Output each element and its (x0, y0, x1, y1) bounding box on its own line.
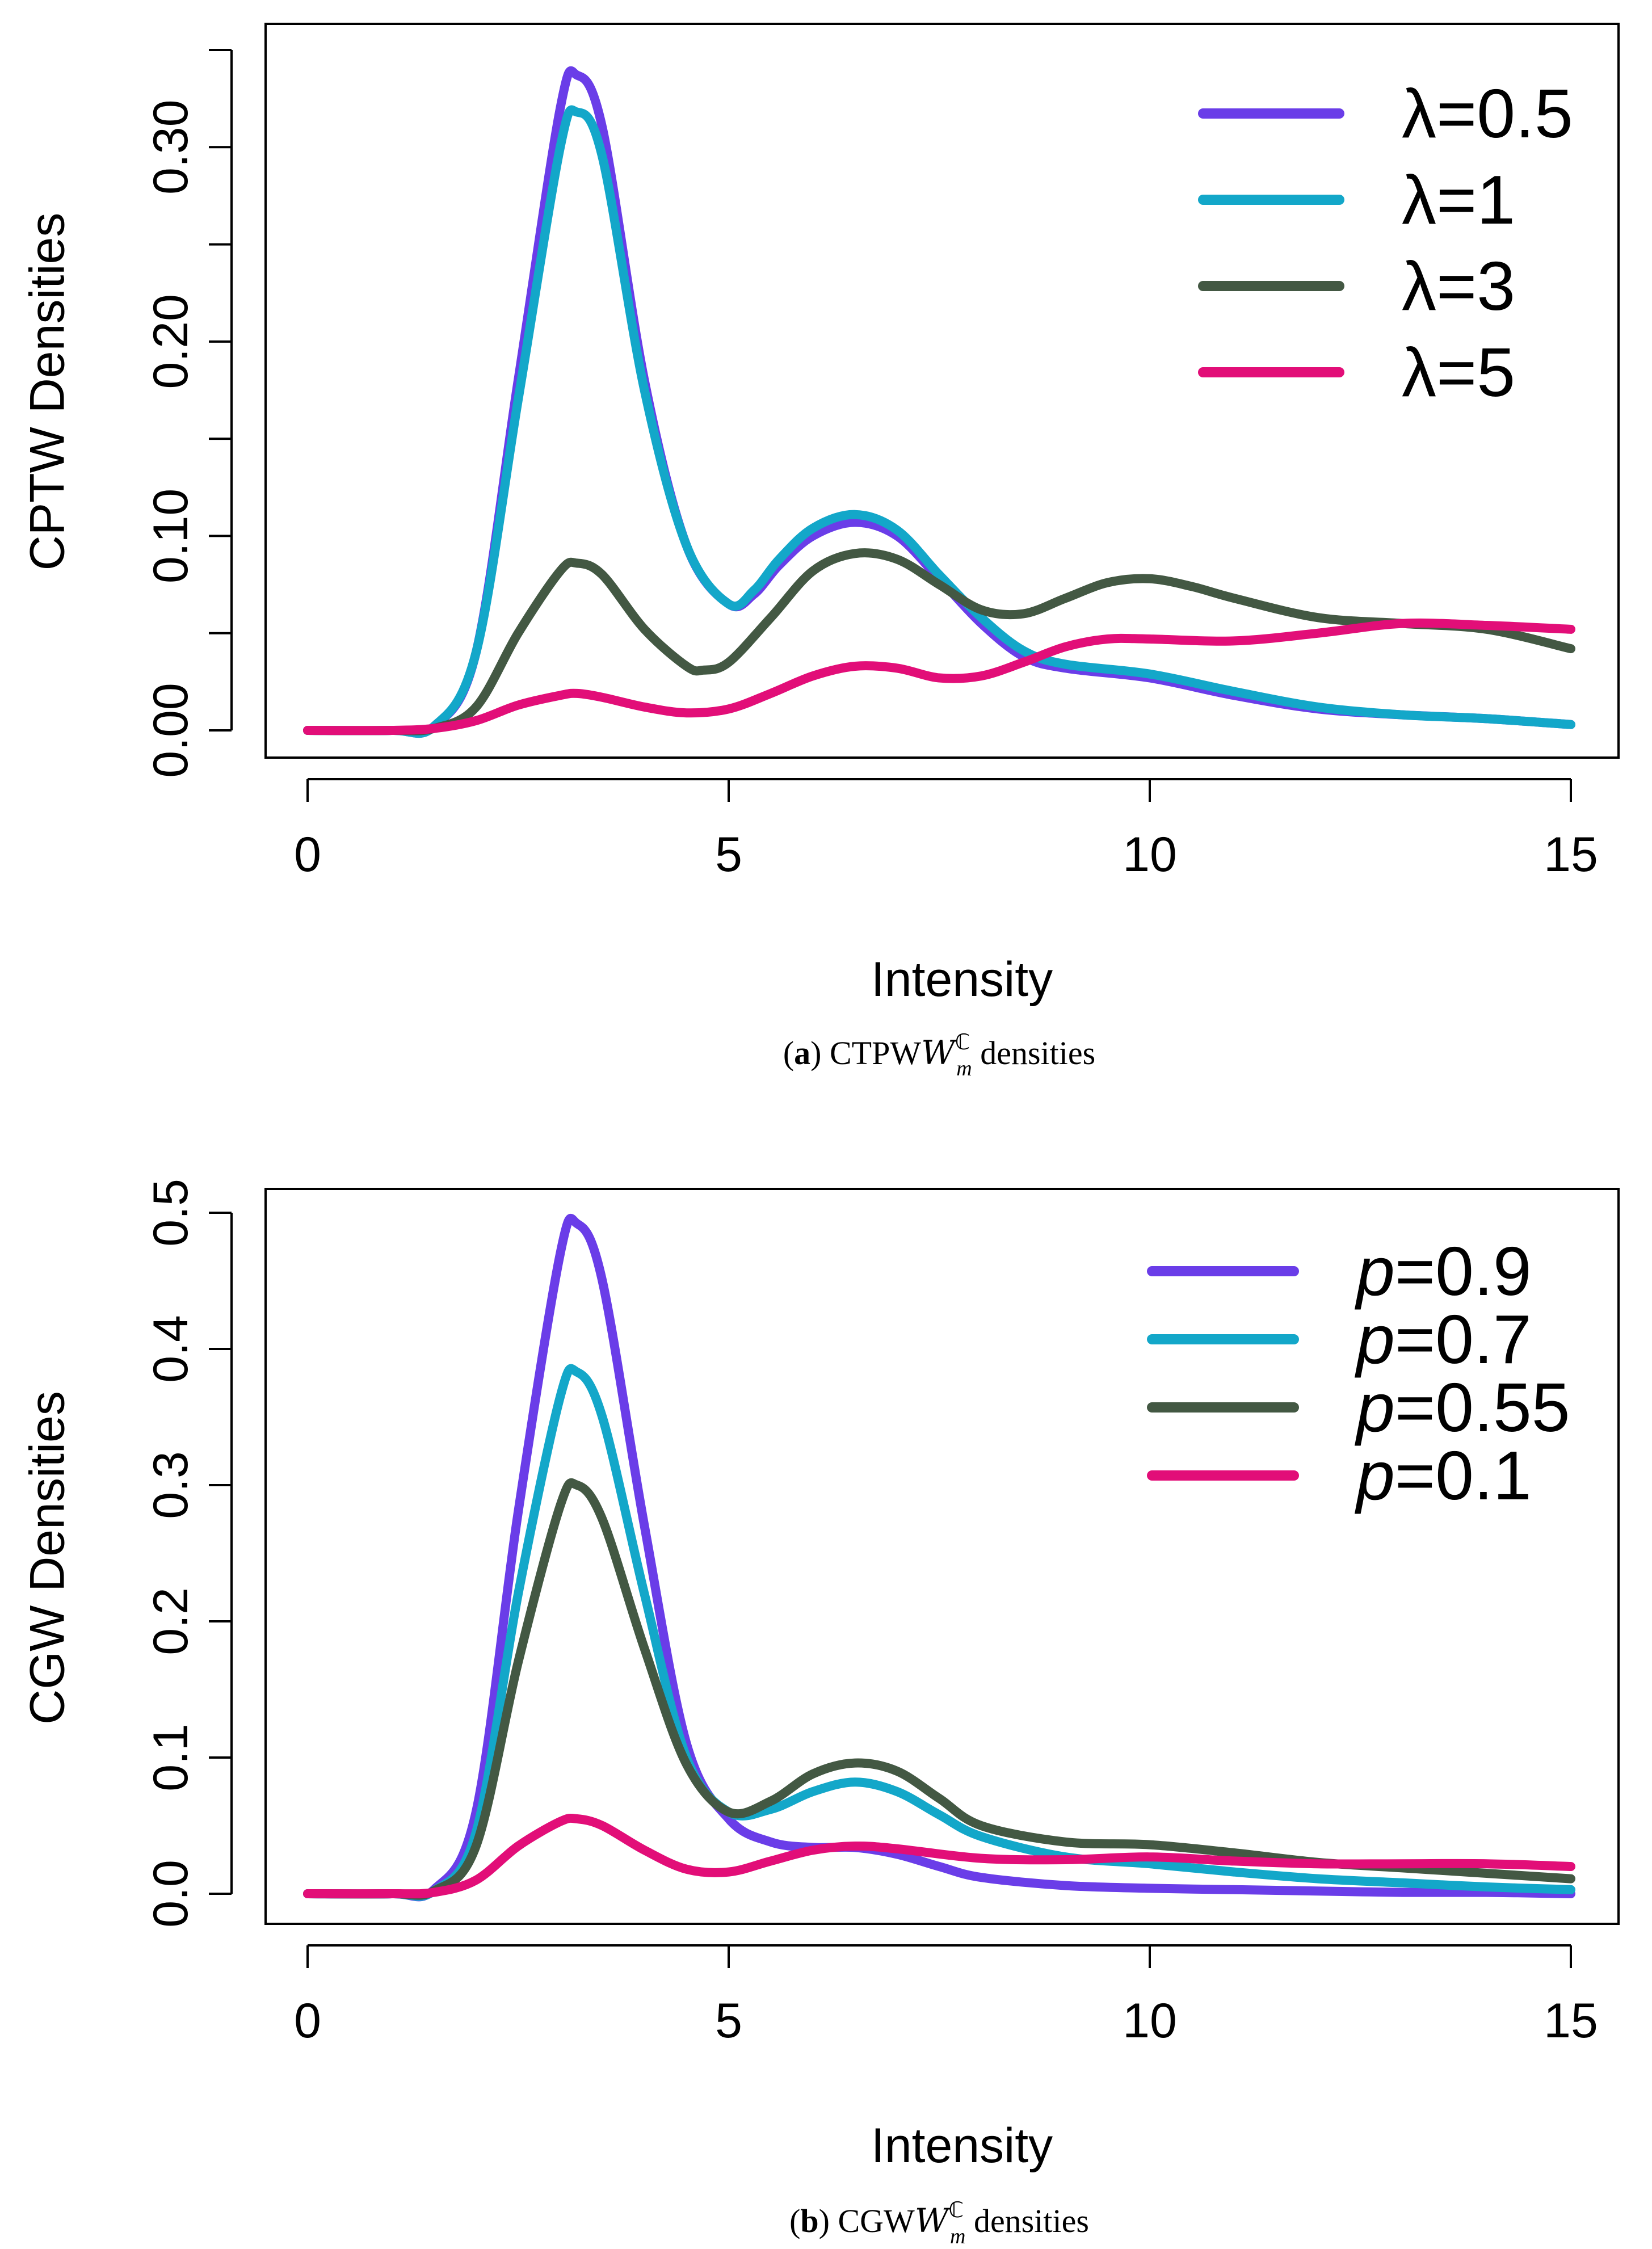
legend-label: p=0.9 (1354, 1233, 1532, 1310)
x-axis-label: Intensity (871, 952, 1053, 1007)
legend-label: λ=5 (1402, 334, 1515, 411)
legend-label: p=0.1 (1354, 1437, 1532, 1514)
legend: p=0.9p=0.7p=0.55p=0.1 (1147, 1233, 1570, 1514)
series-line (303, 1478, 1575, 1900)
plot-frame (264, 1188, 1620, 1925)
y-axis-label: CPTW Densities (20, 213, 75, 571)
series-line (303, 548, 1575, 735)
panel-a-caption: (a) CTPWWℂ m densities (783, 1031, 1095, 1081)
y-tick-label: 0.2 (144, 1587, 198, 1655)
y-tick-label: 0.3 (144, 1451, 198, 1519)
x-tick-label: 10 (1123, 1994, 1177, 2048)
y-tick-label: 0.0 (144, 1860, 198, 1928)
y-tick-label: 0.00 (144, 683, 198, 777)
panel-b-caption: (b) CGWWℂ m densities (789, 2198, 1089, 2248)
legend-label: p=0.7 (1354, 1301, 1532, 1378)
series-line (303, 618, 1575, 735)
legend: λ=0.5 λ=1 λ=3 λ=5 (1198, 75, 1573, 411)
plot-frame (264, 23, 1620, 759)
y-tick-label: 0.10 (144, 489, 198, 583)
legend-label: p=0.55 (1354, 1369, 1570, 1446)
legend-label: λ=3 (1402, 247, 1515, 325)
series-line (303, 105, 1575, 738)
legend-label: λ=0.5 (1402, 75, 1573, 152)
legend-label: λ=1 (1402, 161, 1515, 238)
y-axis-label: CGW Densities (20, 1391, 75, 1725)
series-line (303, 66, 1575, 738)
x-tick-label: 10 (1123, 827, 1177, 882)
x-tick-label: 5 (715, 827, 742, 882)
x-tick-label: 5 (715, 1994, 742, 2048)
panel-b-chart: 0 5 10 15 0.0 0.1 0.2 0.3 0.4 0.5 Intensity CGW Den… (20, 1179, 1620, 2173)
y-tick-label: 0.5 (144, 1179, 198, 1247)
x-tick-label: 0 (294, 1994, 321, 2048)
y-tick-label: 0.20 (144, 294, 198, 389)
y-tick-label: 0.30 (144, 100, 198, 195)
y-tick-label: 0.4 (144, 1315, 198, 1383)
panel-a-chart: 0 5 10 15 0.00 0.10 0.20 0.30 Intensity CPTW Dens… (20, 23, 1620, 1007)
series-line (303, 1813, 1575, 1899)
x-tick-label: 15 (1544, 1994, 1598, 2048)
x-axis-label: Intensity (871, 2118, 1053, 2173)
x-tick-label: 0 (294, 827, 321, 882)
x-tick-label: 15 (1544, 827, 1598, 882)
y-tick-label: 0.1 (144, 1723, 198, 1792)
